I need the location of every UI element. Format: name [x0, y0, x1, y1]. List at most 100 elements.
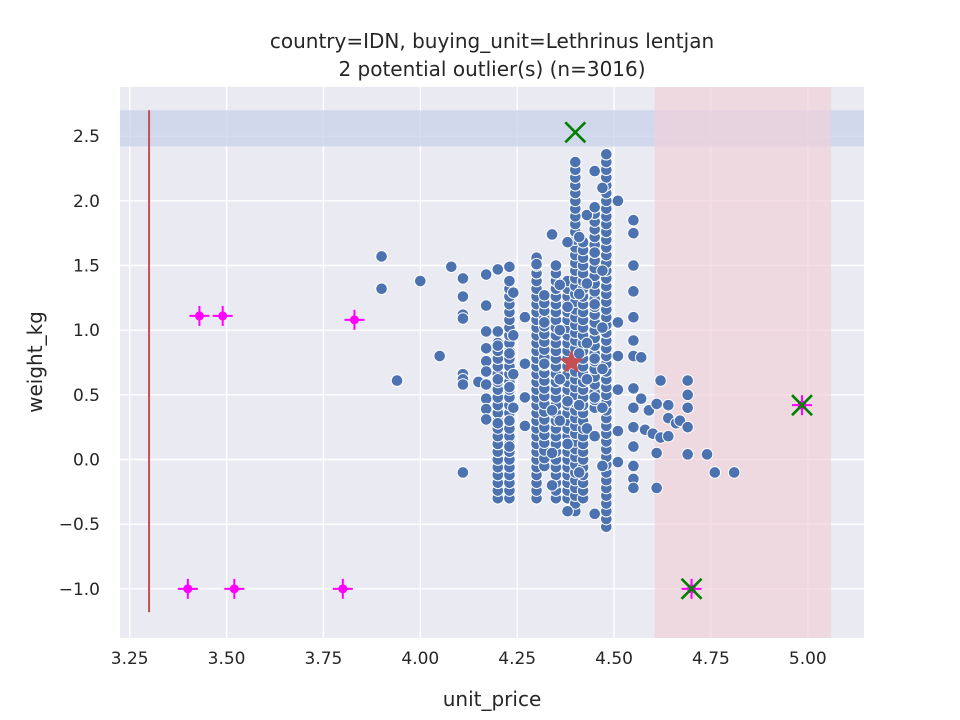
data-point: [491, 325, 505, 338]
data-point: [491, 416, 505, 430]
data-point: [700, 448, 714, 461]
data-point: [503, 414, 516, 428]
data-point: [708, 466, 722, 479]
data-point: [600, 147, 613, 161]
data-point: [572, 466, 586, 479]
data-point: [479, 268, 493, 281]
chart-subtitle: 2 potential outlier(s) (n=3016): [338, 57, 645, 81]
imputed-marker-dot: [194, 311, 204, 321]
data-point: [627, 259, 640, 272]
data-point: [479, 378, 493, 391]
data-point: [553, 278, 567, 292]
data-point: [580, 422, 594, 435]
data-point: [596, 401, 609, 415]
data-point: [518, 419, 532, 433]
data-point: [627, 310, 640, 324]
data-point: [445, 260, 458, 274]
x-tick-label: 3.75: [305, 649, 343, 669]
data-point: [634, 351, 648, 364]
data-point: [611, 316, 625, 329]
mean-star-marker: [559, 349, 584, 373]
data-point: [507, 367, 520, 381]
y-tick-label: 2.5: [73, 127, 100, 147]
data-point: [654, 374, 667, 387]
data-point: [503, 347, 516, 360]
data-point: [456, 290, 470, 303]
data-point: [596, 321, 609, 334]
data-point: [588, 297, 601, 311]
data-point: [390, 374, 404, 387]
data-point: [479, 299, 493, 312]
data-point: [561, 300, 574, 314]
data-point: [662, 429, 675, 443]
x-tick-label: 3.25: [111, 649, 149, 669]
data-point: [588, 200, 601, 214]
y-axis-label: weight_kg: [23, 311, 47, 413]
x-tick-label: 4.25: [498, 649, 536, 669]
data-point: [375, 282, 388, 296]
data-point: [681, 388, 694, 402]
y-tick-label: 0.0: [73, 451, 100, 471]
data-point: [456, 466, 470, 479]
imputed-marker-dot: [349, 315, 359, 325]
data-point: [561, 235, 574, 249]
imputed-marker-dot: [218, 311, 228, 321]
data-point: [650, 481, 663, 495]
data-point: [553, 414, 567, 428]
data-point: [681, 401, 694, 415]
data-point: [627, 481, 640, 495]
data-point: [588, 429, 601, 443]
data-point: [561, 437, 574, 451]
data-point: [545, 404, 559, 417]
data-point: [518, 357, 532, 371]
x-tick-label: 4.00: [401, 649, 439, 669]
data-point: [596, 264, 609, 277]
data-point: [503, 274, 516, 288]
scatter-points: [375, 147, 741, 534]
data-point: [627, 401, 640, 415]
data-point: [627, 285, 640, 298]
data-point: [596, 362, 609, 376]
data-point: [596, 181, 609, 195]
data-point: [538, 357, 551, 371]
data-point: [538, 316, 551, 329]
data-point: [681, 448, 694, 461]
data-point: [507, 329, 520, 342]
data-point: [503, 440, 516, 453]
data-point: [561, 504, 574, 518]
data-point: [479, 325, 493, 338]
data-point: [545, 446, 559, 460]
data-point: [681, 420, 694, 434]
data-point: [538, 288, 551, 302]
data-point: [572, 347, 586, 360]
data-point: [572, 230, 586, 244]
highlight-bands: [120, 87, 864, 638]
data-point: [530, 257, 543, 271]
data-point: [588, 391, 601, 404]
data-point: [627, 459, 640, 473]
data-point: [456, 272, 470, 285]
data-point: [580, 208, 594, 222]
special-markers: [177, 121, 813, 600]
data-point: [479, 341, 493, 355]
data-point: [681, 374, 694, 387]
data-point: [627, 382, 640, 395]
data-point: [569, 155, 582, 169]
outlier-x-marker: [564, 121, 587, 144]
data-point: [596, 459, 609, 473]
outlier-x-marker: [680, 577, 703, 600]
data-point: [580, 373, 594, 386]
x-tick-label: 3.50: [208, 649, 246, 669]
data-point: [561, 395, 574, 408]
data-point: [627, 334, 640, 347]
data-point: [553, 323, 567, 337]
data-point: [553, 373, 567, 386]
data-point: [627, 440, 640, 453]
data-point: [456, 312, 470, 325]
data-point: [503, 260, 516, 274]
chart-title: country=IDN, buying_unit=Lethrinus lentj…: [270, 29, 714, 53]
data-point: [588, 507, 601, 521]
data-point: [588, 352, 601, 365]
data-point: [507, 286, 520, 299]
